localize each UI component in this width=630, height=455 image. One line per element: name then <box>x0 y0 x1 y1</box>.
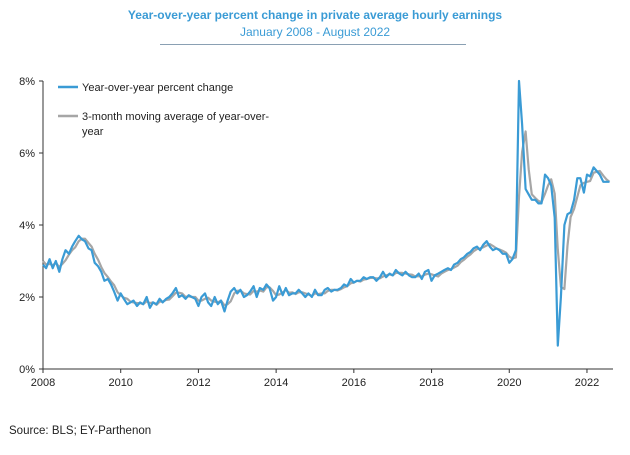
series-line-moving-average <box>42 130 611 307</box>
title-divider <box>160 44 466 45</box>
x-tick-label: 2014 <box>264 377 288 389</box>
chart-subtitle: January 2008 - August 2022 <box>239 25 391 39</box>
source-note: Source: BLS; EY-Parthenon <box>9 425 152 437</box>
legend-label-yoy: Year-over-year percent change <box>82 82 233 94</box>
x-tick-label: 2016 <box>342 377 366 389</box>
x-tick-label: 2018 <box>419 377 443 389</box>
x-tick-label: 2008 <box>31 377 55 389</box>
y-tick-label: 4% <box>19 220 35 232</box>
x-tick-label: 2022 <box>575 377 599 389</box>
x-tick-label: 2020 <box>497 377 521 389</box>
chart-title: Year-over-year percent change in private… <box>127 8 503 22</box>
y-tick-label: 0% <box>19 364 35 376</box>
legend-label-moving-average: 3-month moving average of year-over-year <box>82 111 269 138</box>
x-tick-label: 2012 <box>186 377 210 389</box>
x-tick-label: 2010 <box>108 377 132 389</box>
y-tick-label: 6% <box>19 148 35 160</box>
y-tick-label: 2% <box>19 292 35 304</box>
series-line-yoy <box>42 79 610 347</box>
y-tick-label: 8% <box>19 76 35 88</box>
